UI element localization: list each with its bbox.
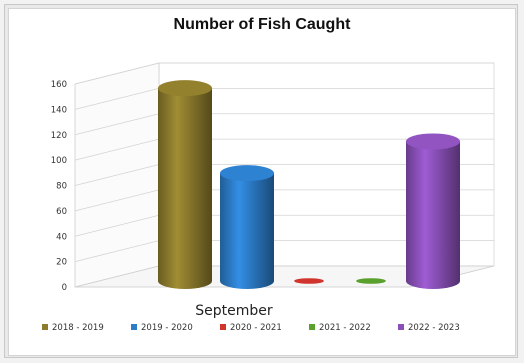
y-tick-label: 140 [51, 105, 67, 115]
bar-top [220, 165, 274, 182]
legend-swatch [309, 324, 315, 330]
legend-label: 2022 - 2023 [408, 323, 460, 333]
legend-swatch [398, 324, 404, 330]
bar-top [158, 80, 212, 97]
y-tick-label: 160 [51, 80, 67, 90]
legend-label: 2021 - 2022 [319, 323, 371, 333]
bar-flat [294, 278, 324, 284]
legend-item: 2021 - 2022 [309, 323, 371, 333]
chart-legend: 2018 - 2019 2019 - 2020 2020 - 2021 2021 - … [42, 323, 460, 333]
y-tick-label: 40 [56, 232, 67, 242]
legend-swatch [220, 324, 226, 330]
y-tick-label: 80 [56, 182, 67, 192]
y-tick-label: 100 [51, 156, 67, 166]
bar-2019-2020 [220, 165, 274, 289]
y-tick-label: 20 [56, 258, 67, 268]
legend-swatch [131, 324, 137, 330]
x-category-label: September [195, 303, 273, 319]
bar-2020-2021 [294, 278, 324, 284]
bar-2021-2022 [356, 278, 386, 284]
bar-top [406, 133, 460, 150]
legend-label: 2020 - 2021 [230, 323, 282, 333]
bar-2022-2023 [406, 133, 460, 289]
bar-body [158, 88, 212, 290]
legend-swatch [42, 324, 48, 330]
legend-label: 2018 - 2019 [52, 323, 104, 333]
bar-flat [356, 278, 386, 284]
y-tick-label: 60 [56, 207, 67, 217]
legend-item: 2020 - 2021 [220, 323, 282, 333]
bar-2018-2019 [158, 80, 212, 290]
bar-body [220, 173, 274, 289]
legend-item: 2022 - 2023 [398, 323, 460, 333]
y-axis-ticks: 0 20 40 60 80 100 120 140 160 [51, 80, 67, 293]
x-axis-categories: September [195, 303, 273, 319]
chart-bars [158, 80, 460, 290]
bar-body [406, 141, 460, 289]
legend-item: 2019 - 2020 [131, 323, 193, 333]
gridline [74, 62, 494, 85]
y-tick-label: 0 [62, 283, 67, 293]
legend-label: 2019 - 2020 [141, 323, 193, 333]
chart-title: Number of Fish Caught [173, 16, 351, 33]
y-tick-label: 120 [51, 131, 67, 141]
legend-item: 2018 - 2019 [42, 323, 104, 333]
